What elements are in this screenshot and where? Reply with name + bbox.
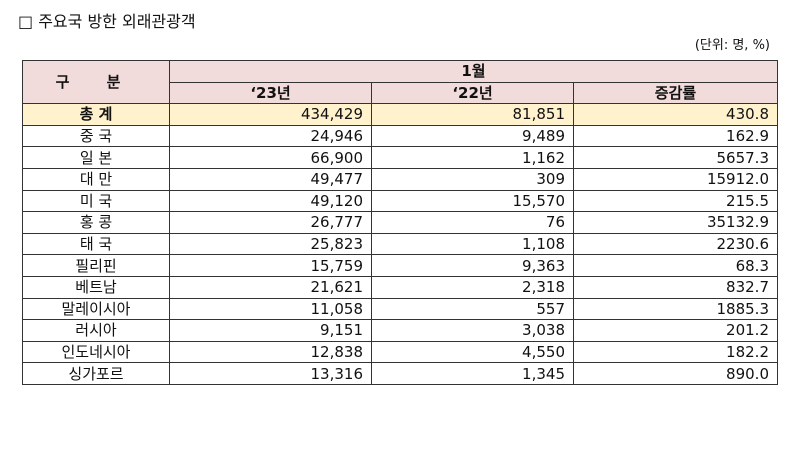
row-label: 러시아: [22, 319, 170, 342]
value-2022: 3,038: [371, 319, 574, 342]
row-label: 필리핀: [22, 254, 170, 277]
value-change: 2230.6: [573, 232, 778, 256]
value-2022: 557: [371, 297, 574, 321]
value-2023: 9,151: [169, 319, 372, 342]
value-2023: 12,838: [169, 340, 372, 364]
row-label: 미 국: [22, 189, 170, 213]
row-label: 총 계: [22, 103, 170, 126]
value-2023: 24,946: [169, 124, 372, 148]
value-2022: 2,318: [371, 275, 574, 299]
value-2022: 1,108: [371, 232, 574, 256]
header-change: 증감률: [573, 81, 778, 105]
table-row: 싱가포르 13,316 1,345 890.0: [22, 362, 778, 385]
table-row: 홍 콩 26,777 76 35132.9: [22, 211, 778, 234]
row-label: 홍 콩: [22, 211, 170, 234]
row-label: 일 본: [22, 146, 170, 169]
table-row: 말레이시아 11,058 557 1885.3: [22, 297, 778, 321]
table-row: 중 국 24,946 9,489 162.9: [22, 124, 778, 148]
value-change: 215.5: [573, 189, 778, 213]
table-row: 러시아 9,151 3,038 201.2: [22, 319, 778, 342]
value-2022: 9,489: [371, 124, 574, 148]
table-row: 태 국 25,823 1,108 2230.6: [22, 232, 778, 256]
value-2022: 15,570: [371, 189, 574, 213]
header-2023: ‘23년: [169, 81, 372, 105]
value-2022: 309: [371, 167, 574, 191]
value-2022: 81,851: [371, 103, 574, 126]
value-change: 162.9: [573, 124, 778, 148]
value-2023: 49,120: [169, 189, 372, 213]
value-change: 35132.9: [573, 211, 778, 234]
value-change: 201.2: [573, 319, 778, 342]
value-2023: 49,477: [169, 167, 372, 191]
value-change: 68.3: [573, 254, 778, 277]
table-row: 대 만 49,477 309 15912.0: [22, 167, 778, 191]
document-title: □ 주요국 방한 외래관광객: [18, 12, 196, 31]
value-change: 15912.0: [573, 167, 778, 191]
value-2022: 4,550: [371, 340, 574, 364]
header-month: 1월: [169, 60, 778, 83]
value-2023: 25,823: [169, 232, 372, 256]
value-2023: 434,429: [169, 103, 372, 126]
value-2023: 21,621: [169, 275, 372, 299]
value-2023: 15,759: [169, 254, 372, 277]
visitors-table: 구 분 1월 ‘23년 ‘22년 증감률 총 계 434,429 81,851 …: [22, 59, 778, 385]
value-2022: 9,363: [371, 254, 574, 277]
table-row: 미 국 49,120 15,570 215.5: [22, 189, 778, 213]
unit-note: (단위: 명, %): [694, 38, 770, 53]
table-row: 베트남 21,621 2,318 832.7: [22, 275, 778, 299]
value-2022: 1,345: [371, 362, 574, 385]
row-label: 인도네시아: [22, 340, 170, 364]
value-2023: 13,316: [169, 362, 372, 385]
row-label: 베트남: [22, 275, 170, 299]
row-label: 싱가포르: [22, 362, 170, 385]
value-change: 1885.3: [573, 297, 778, 321]
value-2022: 76: [371, 211, 574, 234]
value-change: 182.2: [573, 340, 778, 364]
value-2023: 66,900: [169, 146, 372, 169]
value-change: 890.0: [573, 362, 778, 385]
value-change: 430.8: [573, 103, 778, 126]
header-2022: ‘22년: [371, 81, 574, 105]
row-label: 중 국: [22, 124, 170, 148]
row-label: 대 만: [22, 167, 170, 191]
value-2022: 1,162: [371, 146, 574, 169]
value-2023: 26,777: [169, 211, 372, 234]
table-row: 필리핀 15,759 9,363 68.3: [22, 254, 778, 277]
row-label: 태 국: [22, 232, 170, 256]
header-category: 구 분: [22, 59, 170, 105]
value-change: 5657.3: [573, 146, 778, 169]
value-2023: 11,058: [169, 297, 372, 321]
table-row: 인도네시아 12,838 4,550 182.2: [22, 340, 778, 364]
table-row-total: 총 계 434,429 81,851 430.8: [22, 103, 778, 126]
value-change: 832.7: [573, 275, 778, 299]
table-row: 일 본 66,900 1,162 5657.3: [22, 146, 778, 169]
row-label: 말레이시아: [22, 297, 170, 321]
